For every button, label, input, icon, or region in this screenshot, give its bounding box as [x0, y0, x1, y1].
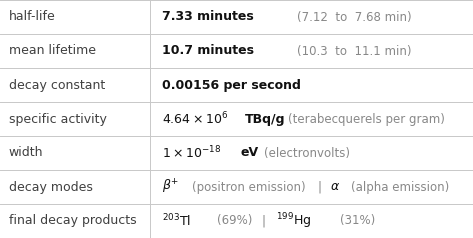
Text: half-life: half-life	[9, 10, 55, 24]
Text: (terabecquerels per gram): (terabecquerels per gram)	[288, 113, 445, 125]
Text: decay constant: decay constant	[9, 79, 105, 91]
Text: specific activity: specific activity	[9, 113, 106, 125]
Text: TBq/g: TBq/g	[245, 113, 286, 125]
Text: (10.3  to  11.1 min): (10.3 to 11.1 min)	[297, 45, 412, 58]
Text: 10.7 minutes: 10.7 minutes	[162, 45, 254, 58]
Text: final decay products: final decay products	[9, 214, 136, 228]
Text: |: |	[262, 214, 265, 228]
Text: decay modes: decay modes	[9, 180, 92, 193]
Text: 0.00156 per second: 0.00156 per second	[162, 79, 301, 91]
Text: eV: eV	[240, 147, 258, 159]
Text: (positron emission): (positron emission)	[192, 180, 306, 193]
Text: $1\times10^{-18}$: $1\times10^{-18}$	[162, 145, 221, 161]
Text: mean lifetime: mean lifetime	[9, 45, 96, 58]
Text: $\beta^{+}$: $\beta^{+}$	[162, 178, 180, 196]
Text: $4.64\times10^{6}$: $4.64\times10^{6}$	[162, 111, 228, 127]
Text: (7.12  to  7.68 min): (7.12 to 7.68 min)	[297, 10, 412, 24]
Text: (69%): (69%)	[217, 214, 252, 228]
Text: $^{203}$Tl: $^{203}$Tl	[162, 213, 192, 229]
Text: (electronvolts): (electronvolts)	[264, 147, 350, 159]
Text: width: width	[9, 147, 43, 159]
Text: 7.33 minutes: 7.33 minutes	[162, 10, 254, 24]
Text: $\alpha$: $\alpha$	[330, 180, 340, 193]
Text: (alpha emission): (alpha emission)	[351, 180, 450, 193]
Text: |: |	[317, 180, 321, 193]
Text: (31%): (31%)	[340, 214, 375, 228]
Text: $^{199}$Hg: $^{199}$Hg	[276, 211, 311, 231]
